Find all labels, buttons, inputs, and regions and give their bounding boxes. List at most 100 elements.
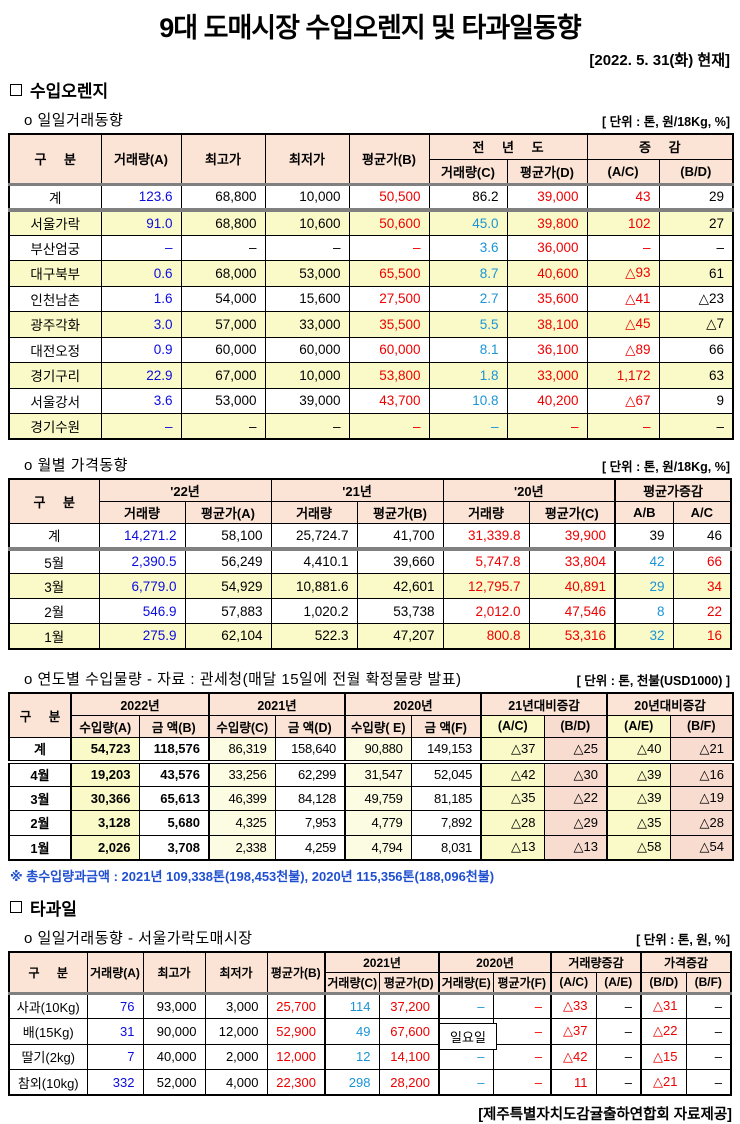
header-row: 거래량(C) 평균가(D) (A/C) (B/D) [9,158,734,186]
col-header-bd: (B/D) [543,714,608,738]
table-cell: 10,000 [264,362,350,389]
table-cell: 800.8 [442,623,530,649]
table-cell: 9 [658,387,734,414]
table-row: 서울가락 91.0 68,800 10,600 50,600 45.0 39,800 102 2… [8,209,734,236]
row-label: 2월 [8,598,100,624]
table-cell: 65,613 [138,785,210,811]
table-cell: △31 [640,992,687,1019]
col-header-qty-a: 수입량(A) [70,714,140,738]
table-cell: 46 [672,523,732,551]
col-header-low: 최저가 [264,133,350,186]
table-cell: – [492,992,552,1019]
table-cell: △15 [640,1043,687,1070]
table-cell: 1.8 [428,362,508,389]
table-cell: 35,600 [506,285,588,312]
table-cell: 332 [86,1069,144,1096]
section-orange-title: 수입오렌지 [30,82,109,101]
col-header-avg-a: 평균가(A) [184,501,272,524]
table-cell: 4,410.1 [270,548,358,574]
table-cell: △40 [606,736,671,764]
table-cell: 2,000 [204,1043,268,1070]
table-cell: 67,000 [180,362,266,389]
col-header-qty-c: 거래량(C) [428,158,508,186]
date-note: [2022. 5. 31(화) 현재] [589,52,730,69]
header-row: 거래량 평균가(A) 거래량 평균가(B) 거래량 평균가(C) A/B A/C [9,501,732,524]
table-cell: – [685,1018,732,1045]
table-cell: – [100,413,182,440]
table-cell: 50,500 [348,183,430,212]
row-label: 서울강서 [8,387,102,414]
col-header-ae: (A/E) [606,714,671,738]
table-cell: 118,576 [138,736,210,764]
col-header-qty-c: 수입량(C) [208,714,276,738]
section-fruit-title: 타과일 [30,899,77,919]
row-label: 서울가락 [8,209,102,236]
col-header-avg-b: 평균가(B) [356,501,444,524]
table-cell: – [506,413,588,440]
table-row: 딸기(2kg) 7 40,000 2,000 12,000 12 14,100– – △42– △… [8,1043,732,1070]
table-cell: 27,500 [348,285,430,312]
table-cell: 52,900 [266,1018,326,1045]
table-cell: 53,000 [180,387,266,414]
table-cell: 68,800 [180,209,266,236]
header-row: 구 분 거래량(A) 최고가 최저가 평균가(B) 2021년 2020년 거래… [8,951,732,995]
table-cell: 39,900 [528,523,617,551]
table-cell: – [428,413,508,440]
table-cell: 5,680 [138,810,210,836]
table-cell: 90,000 [142,1018,206,1045]
table-cell: – [438,992,494,1019]
table-cell: △42 [550,1043,597,1070]
row-label: 계 [8,183,102,212]
table-cell: 36,000 [506,234,588,261]
table-cell: 40,600 [506,260,588,287]
table-cell: 158,640 [274,736,346,764]
table-cell: – [438,1069,494,1096]
col-header-qty-a: 거래량(A) [100,133,182,186]
row-label: 5월 [8,548,100,574]
table-cell: 22 [672,598,732,624]
table-cell: △23 [658,285,734,312]
table-cell: △28 [669,810,734,836]
table-cell: △25 [543,736,608,764]
table-cell: 10,600 [264,209,350,236]
col-header-avg-b: 평균가(B) [348,133,430,186]
table-cell: △16 [669,761,734,787]
table-row: 2월 546.9 57,883 1,020.2 53,738 2,012.0 47,546 8… [8,598,732,624]
table-cell: △42 [480,761,545,787]
col-header-ac: (A/C) [550,971,597,995]
table-cell: 35,500 [348,311,430,338]
table-cell: 57,000 [180,311,266,338]
col-header-avg-b: 평균가(B) [266,951,326,995]
table-row: 배(15Kg) 31 90,000 12,000 52,900 49 67,600– △37–… [8,1018,732,1045]
table-cell: △54 [669,834,734,860]
table-cell: △30 [543,761,608,787]
row-label: 대전오정 [8,336,102,363]
table-cell: – [348,234,430,261]
table-cell: 63 [658,362,734,389]
table-cell: 5.5 [428,311,508,338]
table-cell: 39 [614,523,674,551]
col-header-avg-f: 평균가(F) [492,971,552,995]
table-cell: 4,000 [204,1069,268,1096]
table-cell: 6,779.0 [98,573,186,599]
row-label: 참외(10kg) [8,1069,88,1096]
sunday-note-box: 일요일 [439,1022,497,1050]
table-cell: 14,271.2 [98,523,186,551]
table-cell: △13 [480,834,545,860]
table-cell: 19,203 [70,761,140,787]
table-cell: 33,000 [264,311,350,338]
table-cell: 546.9 [98,598,186,624]
table-cell: 3.0 [100,311,182,338]
table-cell: 10.8 [428,387,508,414]
table-cell: 47,546 [528,598,617,624]
row-label: 배(15Kg) [8,1018,88,1045]
table-cell: 40,000 [142,1043,206,1070]
col-header-bd: (B/D) [658,158,734,186]
table-cell: △21 [669,736,734,764]
col-header-ac: (A/C) [586,158,660,186]
table-cell: 53,800 [348,362,430,389]
table-cell: 39,000 [264,387,350,414]
table-cell: 56,249 [184,548,272,574]
col-header-qty-change: 거래량증감 [550,951,643,973]
table-cell: 47,207 [356,623,444,649]
